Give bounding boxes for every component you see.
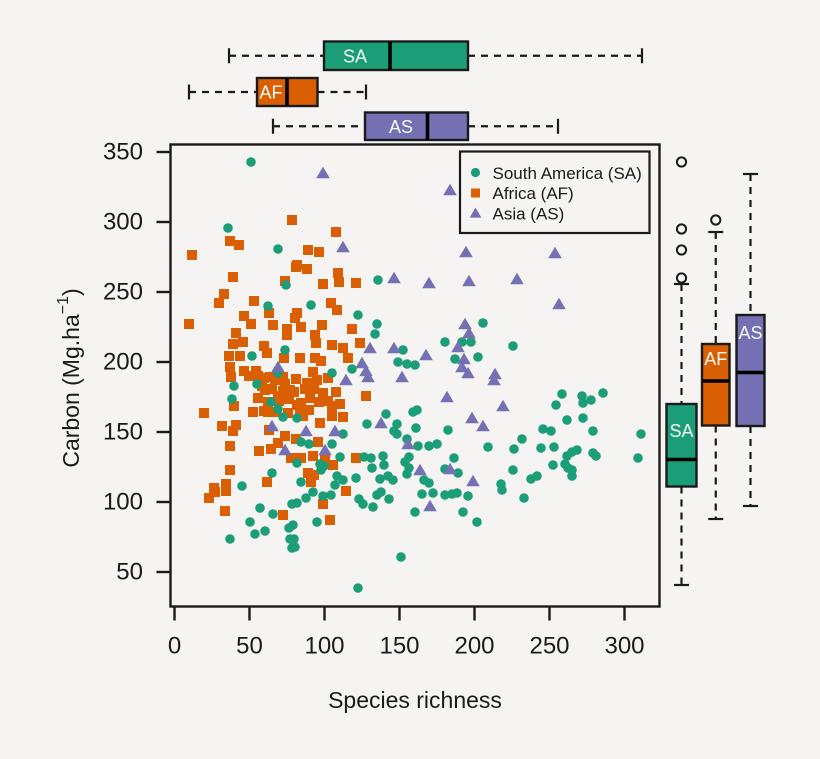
svg-text:0: 0 — [168, 633, 181, 660]
svg-text:AF: AF — [259, 83, 282, 103]
svg-text:Carbon (Mg.ha−1): Carbon (Mg.ha−1) — [55, 288, 85, 467]
svg-text:150: 150 — [103, 419, 143, 446]
svg-text:Species richness: Species richness — [328, 687, 502, 713]
svg-text:200: 200 — [103, 349, 143, 376]
svg-text:SA: SA — [669, 421, 693, 441]
svg-text:AS: AS — [738, 323, 762, 343]
svg-text:300: 300 — [604, 633, 644, 660]
svg-text:50: 50 — [116, 559, 143, 586]
svg-text:Africa (AF): Africa (AF) — [493, 184, 574, 203]
svg-text:AS: AS — [389, 117, 413, 137]
svg-text:350: 350 — [103, 139, 143, 166]
svg-text:100: 100 — [103, 489, 143, 516]
svg-text:50: 50 — [236, 633, 263, 660]
svg-text:SA: SA — [343, 46, 367, 66]
svg-text:100: 100 — [304, 633, 344, 660]
svg-text:250: 250 — [103, 279, 143, 306]
svg-text:200: 200 — [454, 633, 494, 660]
svg-text:Asia (AS): Asia (AS) — [493, 205, 565, 224]
svg-text:150: 150 — [379, 633, 419, 660]
svg-text:South America (SA): South America (SA) — [493, 164, 642, 183]
svg-text:300: 300 — [103, 209, 143, 236]
svg-text:AF: AF — [704, 349, 727, 369]
svg-text:250: 250 — [529, 633, 569, 660]
